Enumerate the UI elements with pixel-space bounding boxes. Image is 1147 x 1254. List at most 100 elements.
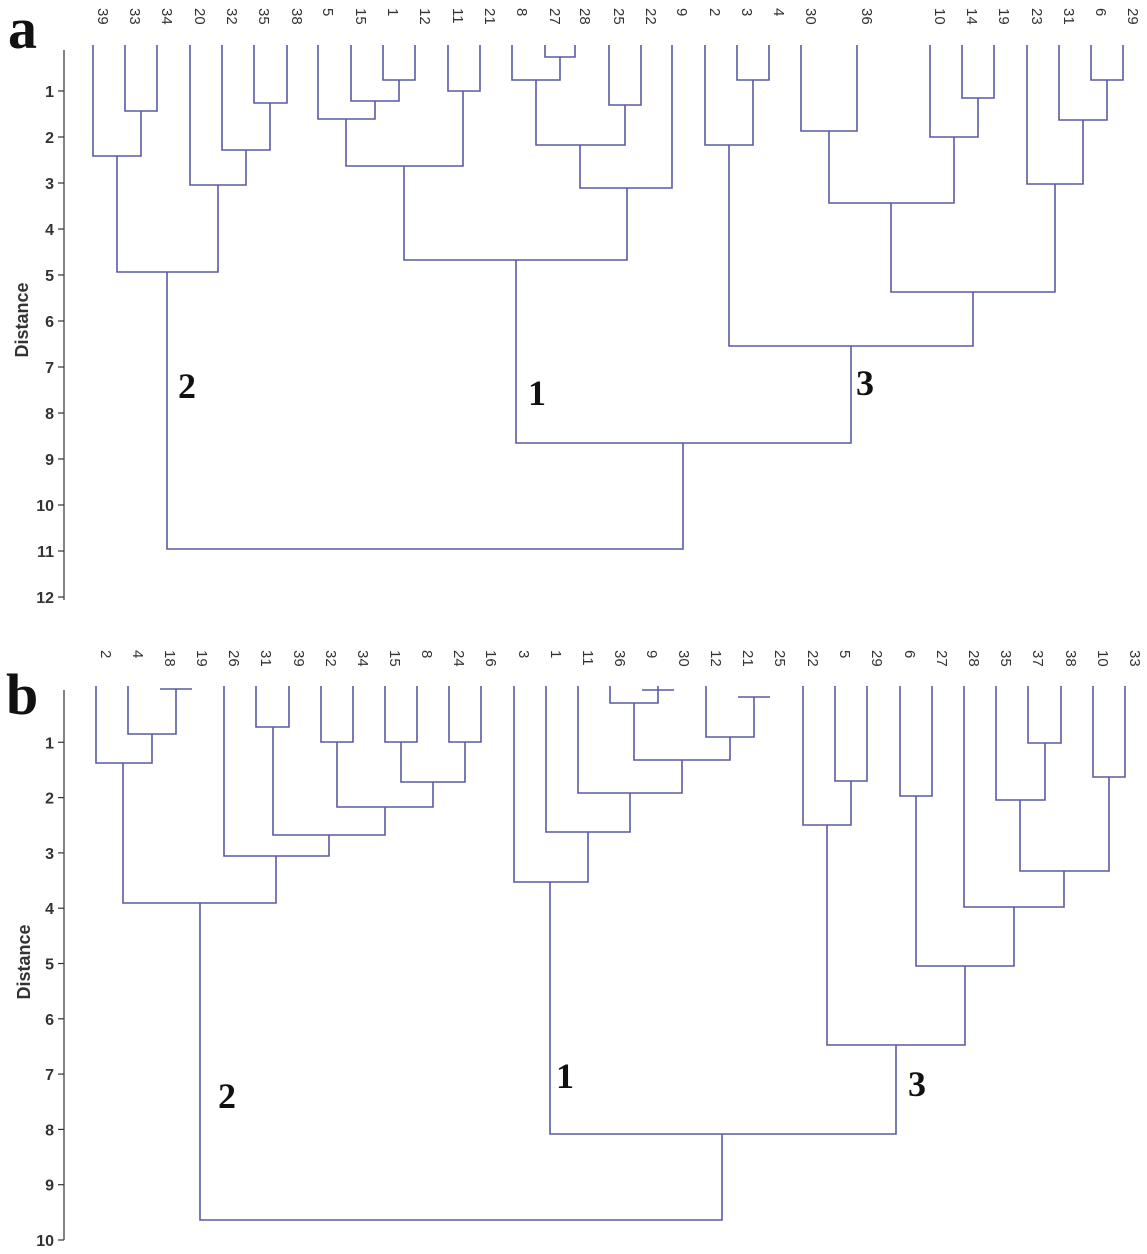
link	[1019, 777, 1110, 872]
link	[633, 703, 731, 761]
tick-label: 7	[45, 360, 54, 377]
link	[549, 882, 897, 1135]
link	[1058, 45, 1108, 121]
panel-b-cluster-label-3: 3	[908, 1064, 926, 1104]
leaf-label: 19	[995, 8, 1012, 25]
link	[826, 825, 966, 1046]
leaf-label: 35	[997, 650, 1014, 667]
link	[705, 686, 755, 738]
link	[223, 686, 330, 857]
panel-b-cluster-label-2: 2	[218, 1076, 236, 1116]
link	[95, 686, 153, 764]
tick-label: 4	[45, 222, 54, 239]
link	[1027, 686, 1062, 744]
leaf-label: 4	[770, 8, 787, 16]
link	[166, 272, 684, 550]
link	[828, 131, 955, 204]
tick-label: 9	[45, 452, 54, 469]
leaf-label: 37	[1029, 650, 1046, 667]
leaf-label: 21	[481, 8, 498, 25]
leaf-label: 26	[225, 650, 242, 667]
leaf-label: 39	[94, 8, 111, 25]
panel-b-leaf-labels: 2 4 18 19 26 31 39 32 34 15 8 24 16 3 1 11 36 9 30 12 21 25 22…	[97, 650, 1143, 667]
link	[915, 796, 1015, 967]
leaf-label: 2	[97, 650, 114, 658]
leaf-label: 6	[901, 650, 918, 658]
leaf-label: 23	[1028, 8, 1045, 25]
link	[350, 45, 400, 102]
leaf-label: 10	[931, 8, 948, 25]
link	[384, 686, 418, 743]
leaf-label: 29	[1124, 8, 1141, 25]
leaf-label: 8	[513, 8, 530, 16]
leaf-label: 5	[319, 8, 336, 16]
link	[545, 686, 631, 833]
leaf-label: 22	[642, 8, 659, 25]
link	[124, 45, 158, 112]
panel-b-axis-title: Distance	[14, 924, 34, 999]
link	[513, 686, 589, 883]
leaf-label: 9	[673, 8, 690, 16]
link	[127, 686, 177, 735]
link	[116, 156, 219, 273]
link	[382, 45, 416, 81]
leaf-label: 28	[965, 650, 982, 667]
leaf-label: 14	[963, 8, 980, 25]
link	[899, 686, 933, 797]
link	[535, 80, 626, 146]
link	[963, 686, 1065, 908]
leaf-label: 9	[643, 650, 660, 658]
tick-label: 10	[36, 1233, 54, 1250]
leaf-label: 18	[161, 650, 178, 667]
link	[728, 145, 974, 347]
link	[345, 91, 464, 167]
leaf-label: 32	[223, 8, 240, 25]
link	[92, 45, 142, 157]
leaf-label: 21	[739, 650, 756, 667]
link	[577, 686, 683, 794]
link	[579, 45, 673, 189]
leaf-label: 10	[1094, 650, 1111, 667]
tick-label: 8	[45, 406, 54, 423]
leaf-label: 28	[576, 8, 593, 25]
leaf-label: 30	[675, 650, 692, 667]
link	[511, 45, 561, 81]
panel-a-cluster-label-2: 2	[178, 366, 196, 406]
leaf-label: 11	[449, 8, 466, 24]
leaf-label: 15	[386, 650, 403, 667]
leaf-label: 27	[546, 8, 563, 25]
leaf-label: 15	[352, 8, 369, 25]
panel-a-leaf-labels: 39 33 34 20 32 35 38 5 15 1 12 11 21 8 27 28 25 22 9 2 3 4 30 3…	[94, 8, 1141, 25]
leaf-label: 27	[933, 650, 950, 667]
leaf-label: 11	[579, 650, 596, 666]
tick-label: 8	[45, 1122, 54, 1139]
leaf-label: 12	[707, 650, 724, 667]
link	[609, 686, 659, 704]
leaf-label: 5	[836, 650, 853, 658]
link	[800, 45, 858, 132]
panel-a-cluster-label-1: 1	[528, 373, 546, 413]
panel-a-letter: a	[8, 0, 37, 61]
leaf-label: 39	[290, 650, 307, 667]
panel-b-links	[95, 686, 1126, 1221]
leaf-label: 22	[804, 650, 821, 667]
tick-label: 1	[45, 735, 54, 752]
link	[1026, 45, 1084, 185]
link	[1092, 686, 1126, 778]
panel-b-letter: b	[6, 662, 38, 727]
leaf-label: 38	[1062, 650, 1079, 667]
link	[961, 45, 995, 99]
leaf-label: 20	[191, 8, 208, 25]
link	[704, 45, 754, 146]
tick-label: 2	[45, 791, 54, 808]
tick-label: 5	[45, 268, 54, 285]
leaf-label: 33	[126, 8, 143, 25]
tick-label: 12	[36, 590, 54, 607]
leaf-label: 1	[547, 650, 564, 658]
leaf-label: 3	[738, 8, 755, 16]
link	[736, 45, 770, 81]
tick-label: 10	[36, 498, 54, 515]
panel-b-cluster-label-1: 1	[556, 1056, 574, 1096]
